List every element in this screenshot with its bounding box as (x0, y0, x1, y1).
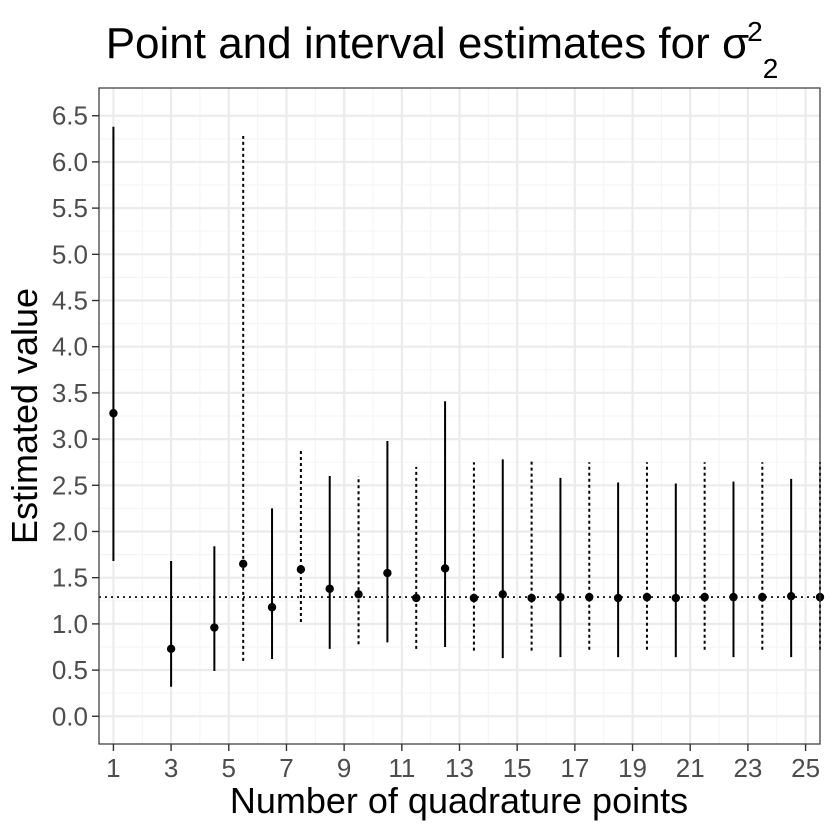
point-estimate (469, 593, 479, 603)
chart-title-main: Point and interval estimates for σ (106, 19, 749, 68)
point-estimate (267, 603, 277, 612)
point-estimate (729, 592, 738, 602)
y-tick-label: 4.0 (52, 332, 88, 362)
chart-title-subscript: 2 (763, 53, 779, 84)
point-estimate (585, 592, 594, 602)
x-tick-label: 21 (676, 753, 705, 783)
point-estimate (527, 593, 536, 603)
y-axis: 0.0 0.5 1.0 1.5 2.0 2.5 3.0 3.5 4.0 4.5 5.0 5.5 6.0 6… (52, 101, 99, 731)
x-tick-label: 1 (106, 753, 120, 783)
y-tick-label: 3.0 (52, 424, 88, 454)
point-estimate (700, 592, 709, 602)
y-tick-label: 6.0 (52, 147, 88, 177)
x-tick-label: 13 (445, 753, 474, 783)
point-estimate (383, 568, 392, 578)
point-estimate (613, 593, 623, 603)
point-estimate (412, 593, 421, 603)
point-estimate (239, 559, 248, 569)
point-estimate (758, 592, 767, 602)
point-estimate (671, 593, 680, 603)
x-axis: 1 3 5 7 9 11 13 15 17 19 21 23 25 (106, 744, 820, 783)
x-tick-label: 7 (279, 753, 293, 783)
interval-bars (112, 126, 821, 687)
x-tick-label: 5 (222, 753, 236, 783)
point-estimate (786, 591, 796, 601)
y-tick-label: 6.5 (52, 101, 88, 131)
x-tick-label: 9 (337, 753, 351, 783)
y-tick-label: 5.0 (52, 239, 88, 269)
y-tick-label: 4.5 (52, 286, 88, 316)
point-estimate (210, 623, 219, 632)
y-tick-label: 5.5 (52, 193, 88, 223)
point-estimate (296, 565, 306, 574)
x-tick-label: 23 (733, 753, 762, 783)
point-estimate (556, 592, 565, 602)
y-tick-label: 2.0 (52, 516, 88, 546)
x-tick-label: 11 (388, 753, 415, 783)
point-estimate (166, 644, 176, 654)
y-tick-label: 1.5 (52, 563, 88, 593)
point-estimate (498, 590, 507, 599)
x-tick-label: 25 (791, 753, 820, 783)
x-tick-label: 15 (503, 753, 532, 783)
chart-title: Point and interval estimates for σ22 (106, 16, 779, 84)
point-estimate (325, 584, 334, 593)
point-estimate (354, 590, 363, 599)
y-tick-label: 3.5 (52, 378, 88, 408)
point-estimate (440, 564, 450, 573)
point-estimate (109, 409, 118, 418)
y-axis-title: Estimated value (4, 288, 45, 544)
y-tick-label: 0.5 (52, 655, 88, 685)
point-estimates (109, 409, 825, 654)
x-tick-label: 3 (164, 753, 178, 783)
x-axis-title: Number of quadrature points (230, 780, 688, 821)
x-tick-label: 19 (618, 753, 647, 783)
point-estimate (642, 592, 652, 602)
y-tick-label: 0.0 (52, 701, 88, 731)
grid-lines (99, 88, 820, 744)
chart-title-superscript: 2 (747, 16, 763, 47)
x-tick-label: 17 (560, 753, 589, 783)
y-tick-label: 2.5 (52, 470, 88, 500)
y-tick-label: 1.0 (52, 609, 88, 639)
